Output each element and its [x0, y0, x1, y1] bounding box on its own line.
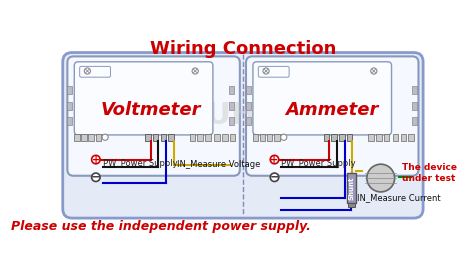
Bar	[384, 134, 389, 141]
Bar	[347, 134, 352, 141]
Circle shape	[102, 134, 108, 140]
Bar	[74, 134, 80, 141]
Bar	[409, 134, 414, 141]
FancyBboxPatch shape	[258, 66, 289, 77]
Bar	[230, 134, 235, 141]
Bar	[339, 134, 345, 141]
Text: −: −	[269, 171, 280, 184]
Text: Ammeter: Ammeter	[285, 101, 379, 118]
Bar	[412, 102, 417, 109]
Bar	[222, 134, 228, 141]
Text: PW_Power Supply: PW_Power Supply	[282, 159, 356, 168]
Bar	[88, 134, 93, 141]
Bar	[376, 134, 382, 141]
Bar	[246, 102, 251, 109]
Bar	[260, 134, 265, 141]
Bar	[393, 134, 399, 141]
Bar	[331, 134, 337, 141]
Bar	[168, 134, 173, 141]
Bar	[324, 134, 329, 141]
Bar	[412, 86, 417, 94]
Bar	[145, 134, 151, 141]
Bar	[229, 102, 234, 109]
Text: PW_Power Supply: PW_Power Supply	[103, 159, 177, 168]
Bar	[96, 134, 101, 141]
Bar	[81, 134, 87, 141]
Bar	[229, 86, 234, 94]
Text: Shunt: Shunt	[348, 176, 355, 200]
Bar	[347, 173, 356, 203]
Circle shape	[371, 68, 377, 74]
Bar	[229, 117, 234, 125]
Circle shape	[91, 155, 100, 164]
Bar	[348, 203, 355, 207]
Text: The device
under test: The device under test	[401, 163, 456, 183]
Circle shape	[270, 155, 279, 164]
Text: NUHCO: NUHCO	[181, 101, 305, 130]
Circle shape	[367, 164, 395, 192]
Bar	[67, 86, 72, 94]
Text: IN_Measure Voltage: IN_Measure Voltage	[177, 160, 261, 169]
Bar	[161, 134, 166, 141]
FancyBboxPatch shape	[253, 62, 392, 135]
Text: +: +	[92, 154, 100, 164]
Bar	[153, 134, 158, 141]
Bar	[190, 134, 195, 141]
Bar	[198, 134, 203, 141]
Text: IN_Measure Current: IN_Measure Current	[357, 193, 440, 202]
FancyBboxPatch shape	[63, 53, 423, 218]
Text: Please use the independent power supply.: Please use the independent power supply.	[10, 220, 310, 233]
Bar	[274, 134, 280, 141]
Text: Wiring Connection: Wiring Connection	[150, 40, 336, 58]
Circle shape	[281, 134, 287, 140]
Bar	[67, 102, 72, 109]
Circle shape	[192, 68, 198, 74]
Bar	[412, 117, 417, 125]
Circle shape	[91, 173, 100, 182]
FancyBboxPatch shape	[80, 66, 110, 77]
Text: Voltmeter: Voltmeter	[101, 101, 201, 118]
FancyBboxPatch shape	[67, 56, 240, 176]
Bar	[205, 134, 210, 141]
Bar	[67, 117, 72, 125]
Circle shape	[263, 68, 269, 74]
Bar	[246, 86, 251, 94]
FancyBboxPatch shape	[74, 62, 213, 135]
Text: +: +	[271, 154, 279, 164]
Bar	[401, 134, 406, 141]
Bar	[246, 117, 251, 125]
Circle shape	[84, 68, 91, 74]
Bar	[253, 134, 258, 141]
Bar	[368, 134, 374, 141]
FancyBboxPatch shape	[246, 56, 419, 176]
Bar	[267, 134, 272, 141]
Circle shape	[270, 173, 279, 182]
Bar	[214, 134, 220, 141]
Text: −: −	[91, 171, 101, 184]
